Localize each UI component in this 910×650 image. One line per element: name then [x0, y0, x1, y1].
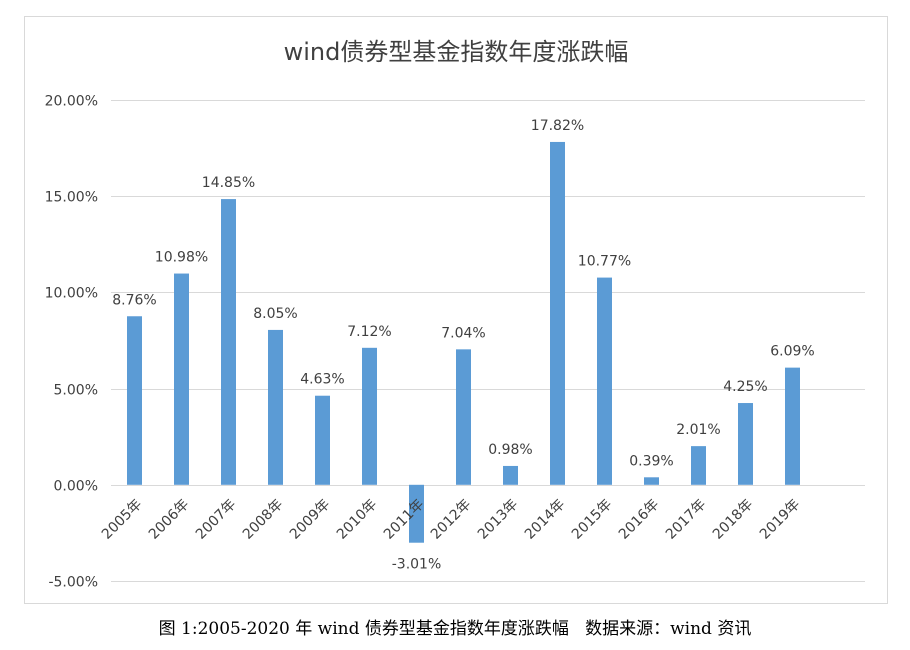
y-tick-label: 10.00%: [45, 286, 98, 302]
bar: [550, 141, 565, 485]
chart-frame: wind债券型基金指数年度涨跌幅 -5.00% 0.00% 5.00% 10.00% 1…: [24, 16, 888, 604]
data-label: 7.04%: [441, 325, 485, 341]
chart-title: wind债券型基金指数年度涨跌幅: [284, 38, 629, 66]
x-tick-label: 2017年: [663, 496, 709, 542]
x-tick-label: 2005年: [99, 496, 145, 542]
bar: [597, 277, 612, 485]
data-label: 10.98%: [155, 250, 208, 266]
bar: [362, 347, 377, 485]
data-label: 4.25%: [723, 379, 767, 395]
x-tick-label: 2006年: [146, 496, 192, 542]
y-tick-label: 5.00%: [54, 383, 98, 399]
bar: [221, 199, 236, 485]
x-axis-category-labels: 2005年 2006年 2007年 2008年 2009年 2010年 2011年 2012年…: [99, 496, 803, 542]
x-tick-label: 2007年: [193, 496, 239, 542]
bar: [127, 316, 142, 485]
bar: [174, 273, 189, 485]
x-tick-label: 2014年: [522, 496, 568, 542]
data-label: 7.12%: [347, 324, 391, 340]
x-tick-label: 2019年: [757, 496, 803, 542]
data-label: 2.01%: [676, 422, 720, 438]
bar: [503, 465, 518, 485]
data-label: 17.82%: [531, 118, 584, 134]
data-label: 8.76%: [112, 292, 156, 308]
bar: [738, 403, 753, 485]
x-tick-label: 2010年: [334, 496, 380, 542]
x-tick-label: 2012年: [428, 496, 474, 542]
bars: [127, 141, 800, 543]
bar-chart: wind债券型基金指数年度涨跌幅 -5.00% 0.00% 5.00% 10.00% 1…: [45, 38, 865, 591]
data-label: 10.77%: [578, 254, 631, 270]
data-labels: 8.76% 10.98% 14.85% 8.05% 4.63% 7.12% -3.01% 7.…: [112, 118, 814, 573]
x-tick-label: 2015年: [569, 496, 615, 542]
data-label: 0.39%: [629, 453, 673, 469]
bar: [644, 477, 659, 485]
bar: [409, 484, 424, 543]
x-tick-label: 2009年: [287, 496, 333, 542]
data-label: 6.09%: [770, 344, 814, 360]
data-label: 8.05%: [253, 306, 297, 322]
bar: [315, 395, 330, 485]
x-tick-label: 2018年: [710, 496, 756, 542]
bar: [268, 329, 283, 485]
x-tick-label: 2013年: [475, 496, 521, 542]
y-tick-label: 20.00%: [45, 94, 98, 110]
gridlines: [111, 100, 865, 582]
x-tick-label: 2016年: [616, 496, 662, 542]
y-tick-label: -5.00%: [48, 575, 98, 591]
data-label: -3.01%: [392, 557, 442, 573]
bar: [785, 367, 800, 485]
data-label: 0.98%: [488, 442, 532, 458]
y-tick-label: 15.00%: [45, 190, 98, 206]
data-label: 14.85%: [202, 175, 255, 191]
bar: [691, 446, 706, 485]
y-axis-tick-labels: -5.00% 0.00% 5.00% 10.00% 15.00% 20.00%: [45, 94, 98, 591]
figure-caption: 图 1:2005-2020 年 wind 债券型基金指数年度涨跌幅 数据来源：w…: [158, 619, 752, 639]
data-label: 4.63%: [300, 372, 344, 388]
bar: [456, 349, 471, 485]
y-tick-label: 0.00%: [54, 479, 98, 495]
x-tick-label: 2008年: [240, 496, 286, 542]
